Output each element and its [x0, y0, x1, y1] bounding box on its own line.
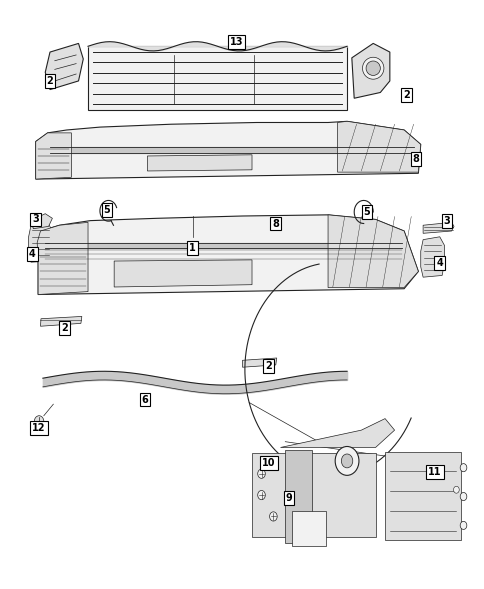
Polygon shape [88, 47, 347, 110]
Circle shape [459, 464, 466, 472]
Text: 13: 13 [229, 37, 243, 47]
FancyBboxPatch shape [284, 450, 311, 543]
Polygon shape [252, 454, 375, 537]
Polygon shape [327, 215, 418, 287]
Polygon shape [292, 511, 325, 545]
Circle shape [453, 487, 458, 493]
Text: 1: 1 [189, 243, 196, 253]
Circle shape [257, 491, 265, 499]
Text: 4: 4 [436, 258, 442, 268]
Text: 3: 3 [32, 214, 39, 224]
Text: 2: 2 [61, 323, 67, 333]
Polygon shape [384, 452, 460, 540]
Polygon shape [36, 133, 71, 179]
Circle shape [269, 512, 277, 521]
Circle shape [257, 469, 265, 478]
Polygon shape [147, 155, 252, 171]
Text: 3: 3 [442, 216, 449, 226]
Polygon shape [114, 260, 252, 287]
Circle shape [334, 446, 358, 475]
Polygon shape [29, 222, 52, 262]
Text: 8: 8 [272, 219, 279, 229]
Circle shape [459, 492, 466, 501]
Polygon shape [37, 215, 418, 294]
Ellipse shape [365, 61, 379, 75]
Text: 2: 2 [46, 76, 53, 86]
Text: 5: 5 [363, 207, 370, 217]
Polygon shape [351, 44, 389, 98]
Circle shape [34, 416, 44, 427]
Polygon shape [40, 316, 82, 326]
Polygon shape [422, 222, 453, 233]
Ellipse shape [362, 57, 383, 79]
Polygon shape [31, 214, 52, 229]
Text: 11: 11 [427, 467, 441, 477]
Polygon shape [420, 237, 443, 277]
Text: 12: 12 [32, 423, 45, 434]
Polygon shape [242, 358, 276, 367]
Text: 9: 9 [285, 492, 292, 502]
Text: 2: 2 [265, 361, 272, 371]
Text: 5: 5 [104, 204, 110, 214]
Text: 6: 6 [141, 395, 148, 405]
Text: 4: 4 [29, 249, 36, 259]
Text: 8: 8 [412, 154, 419, 164]
Circle shape [341, 454, 352, 468]
Text: 10: 10 [262, 458, 275, 468]
Polygon shape [45, 44, 83, 90]
Polygon shape [280, 419, 394, 448]
Text: 2: 2 [402, 90, 409, 100]
Polygon shape [337, 121, 420, 172]
Polygon shape [37, 222, 88, 294]
Circle shape [459, 521, 466, 530]
Polygon shape [36, 121, 420, 179]
